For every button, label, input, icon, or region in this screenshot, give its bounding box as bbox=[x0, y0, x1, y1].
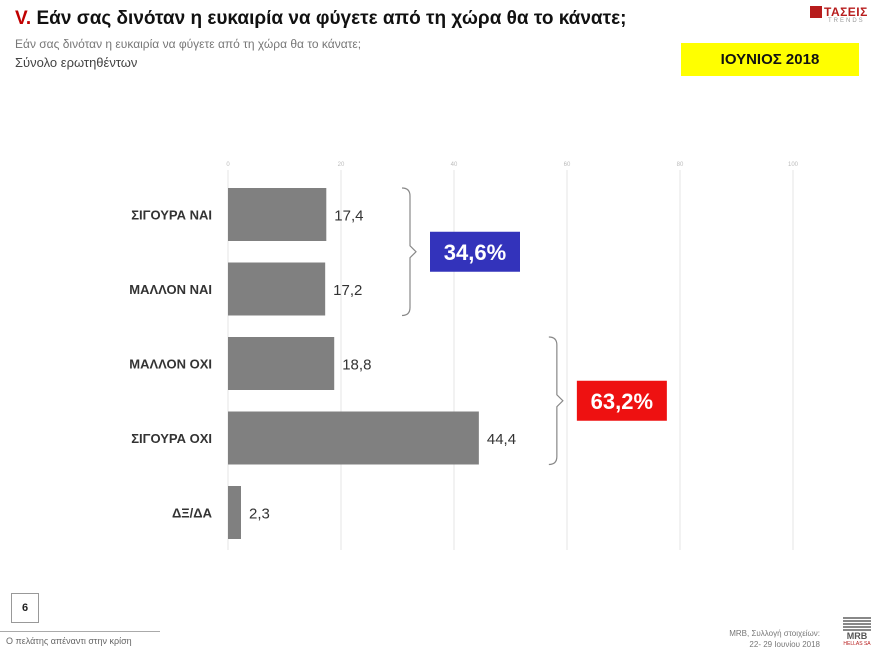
x-tick-label: 0 bbox=[226, 162, 230, 168]
footer-divider bbox=[0, 631, 160, 632]
category-label: ΜΑΛΛΟΝ ΝΑΙ bbox=[129, 282, 212, 297]
data-label: 17,2 bbox=[333, 282, 362, 299]
data-label: 44,4 bbox=[487, 431, 516, 448]
logo-sub: TRENDS bbox=[828, 18, 865, 24]
footnote: Ο πελάτης απέναντι στην κρίση bbox=[6, 636, 132, 646]
data-label: 17,4 bbox=[334, 208, 363, 225]
logo-mark-icon bbox=[810, 6, 822, 18]
source-line-1: MRB, Συλλογή στοιχείων: bbox=[729, 629, 820, 638]
group-total-label: 34,6% bbox=[444, 240, 506, 265]
mrb-bars-icon bbox=[843, 617, 871, 631]
x-tick-label: 20 bbox=[338, 162, 345, 168]
bar bbox=[228, 486, 241, 539]
category-label: ΣΙΓΟΥΡΑ ΟΧΙ bbox=[131, 431, 212, 446]
bar bbox=[228, 337, 335, 390]
x-tick-label: 100 bbox=[788, 162, 799, 168]
page-title: V. Εάν σας δινόταν η ευκαιρία να φύγετε … bbox=[15, 8, 626, 30]
title-text: Εάν σας δινόταν η ευκαιρία να φύγετε από… bbox=[36, 8, 627, 29]
logo-word: ΤΑΣΕΙΣ bbox=[824, 5, 868, 19]
mrb-logo-text: MRB bbox=[846, 631, 868, 641]
x-tick-label: 60 bbox=[564, 162, 571, 168]
question-subtitle: Εάν σας δινόταν η ευκαιρία να φύγετε από… bbox=[15, 37, 362, 51]
category-label: ΔΞ/ΔΑ bbox=[172, 506, 213, 521]
title-number: V. bbox=[15, 8, 32, 29]
group-total-box bbox=[576, 380, 667, 421]
bar-chart: 0 20 40 60 80 100 ΣΙΓΟΥΡΑ ΝΑΙ 17,4 ΜΑΛΛΟΝ ΝΑΙ 17,… bbox=[129, 162, 799, 550]
group-total-label: 63,2% bbox=[591, 389, 653, 414]
x-tick-label: 40 bbox=[451, 162, 458, 168]
bar bbox=[228, 262, 326, 316]
date-badge: ΙΟΥΝΙΟΣ 2018 bbox=[681, 43, 859, 76]
page-number: 6 bbox=[11, 593, 39, 623]
mrb-logo-sub: HELLAS SA bbox=[843, 641, 871, 647]
bar bbox=[228, 188, 327, 241]
group-bracket bbox=[548, 336, 564, 466]
category-label: ΜΑΛΛΟΝ ΟΧΙ bbox=[129, 357, 212, 372]
category-label: ΣΙΓΟΥΡΑ ΝΑΙ bbox=[131, 208, 212, 223]
data-label: 2,3 bbox=[249, 506, 270, 523]
tasis-logo: ΤΑΣΕΙΣ TRENDS bbox=[810, 5, 870, 28]
group-bracket bbox=[401, 187, 417, 317]
mrb-logo: MRB HELLAS SA bbox=[843, 617, 871, 651]
base-label: Σύνολο ερωτηθέντων bbox=[15, 55, 138, 70]
bar bbox=[228, 411, 479, 465]
group-total-box bbox=[430, 231, 520, 272]
x-tick-label: 80 bbox=[677, 162, 684, 168]
data-label: 18,8 bbox=[342, 357, 371, 374]
source-line-2: 22- 29 Ιουνίου 2018 bbox=[749, 640, 820, 649]
